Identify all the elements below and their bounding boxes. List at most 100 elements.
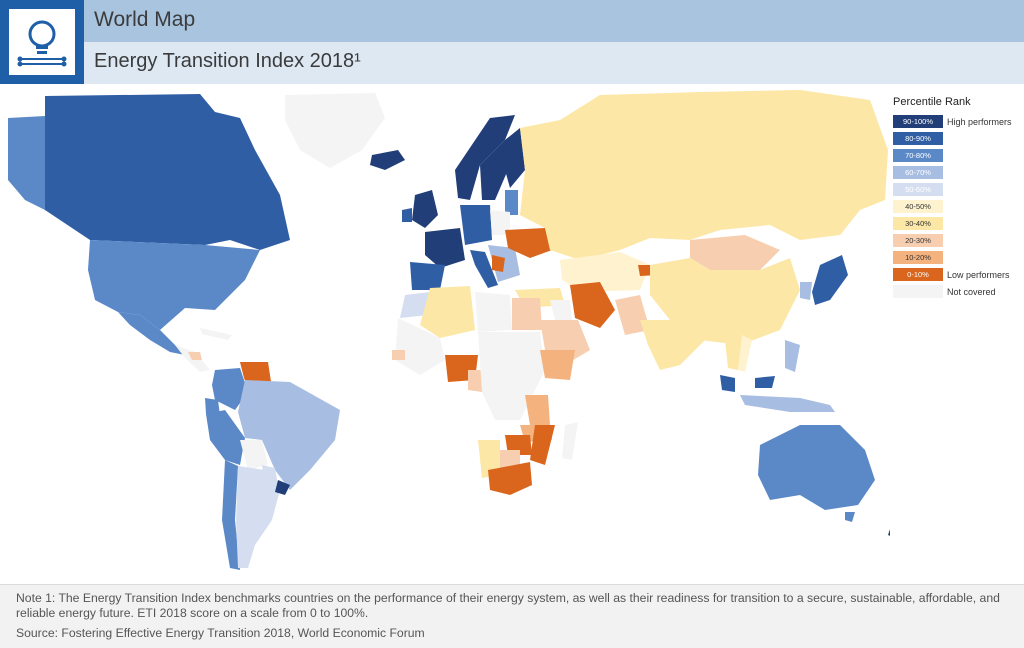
- region-philippines: [785, 340, 800, 372]
- region-france: [425, 228, 465, 268]
- region-thailand: [725, 340, 742, 370]
- region-ireland: [402, 208, 412, 222]
- region-south-africa: [488, 462, 532, 495]
- region-ethiopia: [540, 350, 575, 380]
- region-uk: [412, 190, 438, 228]
- region-west-africa: [395, 318, 445, 375]
- legend-swatch: 80-90%: [893, 132, 943, 145]
- legend-item: 90-100% High performers: [893, 113, 1024, 130]
- region-vietnam: [738, 335, 752, 372]
- region-australia: [758, 425, 875, 510]
- region-colombia: [212, 368, 248, 410]
- region-egypt: [512, 298, 542, 330]
- region-bolivia: [240, 440, 268, 470]
- page-title: World Map: [94, 8, 196, 31]
- region-argentina: [236, 466, 280, 568]
- region-iberia: [410, 262, 445, 290]
- world-map-svg: [8, 90, 925, 570]
- region-greenland: [285, 93, 385, 168]
- legend-note: Not covered: [947, 286, 996, 297]
- legend-swatch: 30-40%: [893, 217, 943, 230]
- legend-note: Low performers: [947, 269, 1010, 280]
- region-iceland: [370, 150, 405, 170]
- region-canada: [45, 94, 290, 250]
- region-serbia: [492, 255, 505, 272]
- world-map: [0, 90, 925, 580]
- region-libya: [475, 292, 512, 332]
- footnote: Note 1: The Energy Transition Index benc…: [16, 591, 1000, 620]
- legend-swatch: 60-70%: [893, 166, 943, 179]
- legend-item: 30-40%: [893, 215, 1024, 232]
- region-russia: [520, 90, 888, 260]
- legend-rows: 90-100% High performers 80-90% 70-80% 60-70%…: [893, 113, 1024, 300]
- legend-item: 20-30%: [893, 232, 1024, 249]
- region-sweden: [480, 140, 510, 200]
- region-namibia: [478, 440, 500, 478]
- region-pakistan: [615, 295, 650, 335]
- region-algeria: [420, 286, 475, 338]
- title-bar: World Map: [84, 0, 1024, 42]
- legend: Percentile Rank 90-100% High performers 80…: [893, 96, 1024, 300]
- region-madagascar: [562, 422, 578, 460]
- legend-item: 80-90%: [893, 130, 1024, 147]
- region-germany: [460, 205, 492, 245]
- region-japan: [812, 255, 848, 305]
- region-baltics: [505, 190, 518, 215]
- subtitle-bar: Energy Transition Index 2018¹: [84, 42, 1024, 84]
- region-brazil: [238, 380, 340, 490]
- region-ukraine: [505, 228, 552, 258]
- region-indonesia: [740, 395, 835, 412]
- region-peru: [206, 410, 245, 465]
- region-india: [640, 320, 705, 370]
- region-korea: [800, 282, 812, 300]
- region-ecuador: [205, 398, 220, 415]
- region-italy: [470, 250, 498, 288]
- legend-swatch: 50-60%: [893, 183, 943, 196]
- region-cameroon: [468, 370, 485, 392]
- region-malaysia: [720, 375, 735, 392]
- legend-swatch: 40-50%: [893, 200, 943, 213]
- region-chile: [222, 460, 240, 570]
- logo: [0, 0, 84, 84]
- region-new-zealand-south: [888, 515, 910, 540]
- region-malaysia-east: [755, 376, 775, 388]
- region-usa: [88, 240, 260, 330]
- page-subtitle: Energy Transition Index 2018¹: [94, 50, 361, 72]
- region-mozambique: [530, 425, 555, 465]
- legend-swatch: 70-80%: [893, 149, 943, 162]
- region-mexico: [118, 312, 185, 355]
- legend-swatch: 0-10%: [893, 268, 943, 281]
- region-alaska: [8, 116, 45, 210]
- region-senegal: [392, 350, 405, 360]
- region-uruguay: [275, 480, 290, 495]
- region-morocco: [400, 292, 430, 318]
- region-finland: [505, 128, 525, 188]
- region-poland: [490, 210, 510, 235]
- legend-swatch: 90-100%: [893, 115, 943, 128]
- legend-item: 50-60%: [893, 181, 1024, 198]
- region-norway: [455, 115, 515, 200]
- region-honduras: [188, 352, 202, 360]
- legend-swatch: 10-20%: [893, 251, 943, 264]
- legend-item: 60-70%: [893, 164, 1024, 181]
- legend-item: 40-50%: [893, 198, 1024, 215]
- source-text: Source: Fostering Effective Energy Trans…: [16, 626, 425, 640]
- footer: Note 1: The Energy Transition Index benc…: [0, 584, 1024, 648]
- legend-title: Percentile Rank: [893, 96, 971, 108]
- region-kazakhstan: [560, 252, 650, 292]
- header: World Map Energy Transition Index 2018¹: [0, 0, 1024, 84]
- legend-item: 0-10% Low performers: [893, 266, 1024, 283]
- legend-swatch: [893, 285, 943, 298]
- legend-swatch: 20-30%: [893, 234, 943, 247]
- region-tasmania: [845, 512, 855, 522]
- region-cuba: [200, 328, 232, 340]
- region-iran: [570, 282, 615, 328]
- legend-item: Not covered: [893, 283, 1024, 300]
- legend-item: 10-20%: [893, 249, 1024, 266]
- region-kenya: [525, 395, 550, 425]
- legend-item: 70-80%: [893, 147, 1024, 164]
- region-mongolia: [690, 235, 780, 270]
- region-iraq: [550, 300, 572, 320]
- lightbulb-circuit-icon: [9, 9, 75, 75]
- legend-note: High performers: [947, 116, 1012, 127]
